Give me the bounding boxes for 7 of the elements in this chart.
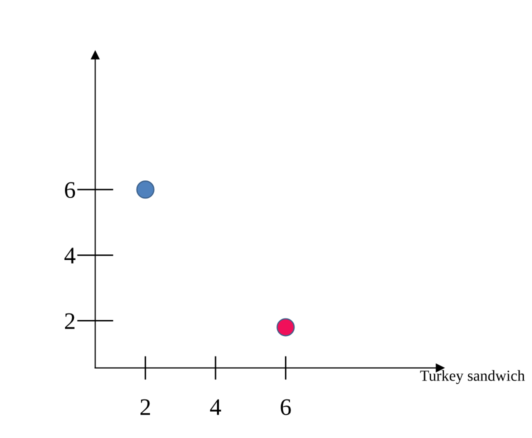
x-tick-label: 6 [280,399,291,416]
x-tick-label: 4 [210,399,222,415]
y-tick-label: 6 [64,182,76,198]
y-tick-label: 4 [64,248,76,264]
x-axis-title: Turkey sandwich [420,370,525,384]
x-tick-label: 2 [140,399,150,415]
y-tick-label: 2 [65,313,74,329]
